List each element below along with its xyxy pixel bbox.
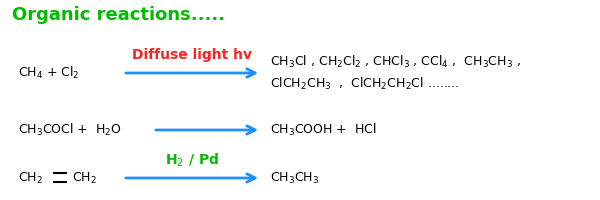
Text: Organic reactions.....: Organic reactions..... bbox=[12, 6, 225, 24]
Text: CH$_3$Cl , CH$_2$Cl$_2$ , CHCl$_3$ , CCl$_4$ ,  CH$_3$CH$_3$ ,
ClCH$_2$CH$_3$  ,: CH$_3$Cl , CH$_2$Cl$_2$ , CHCl$_3$ , CCl… bbox=[270, 54, 521, 92]
Text: CH$_2$: CH$_2$ bbox=[72, 170, 97, 186]
Text: CH$_3$CH$_3$: CH$_3$CH$_3$ bbox=[270, 170, 319, 186]
Text: Diffuse light hv: Diffuse light hv bbox=[132, 48, 252, 62]
Text: CH$_2$: CH$_2$ bbox=[18, 170, 43, 186]
Text: CH$_3$COOH +  HCl: CH$_3$COOH + HCl bbox=[270, 122, 377, 138]
Text: CH$_3$COCl +  H$_2$O: CH$_3$COCl + H$_2$O bbox=[18, 122, 122, 138]
Text: CH$_4$ + Cl$_2$: CH$_4$ + Cl$_2$ bbox=[18, 65, 80, 81]
Text: H$_2$ / Pd: H$_2$ / Pd bbox=[165, 151, 219, 169]
